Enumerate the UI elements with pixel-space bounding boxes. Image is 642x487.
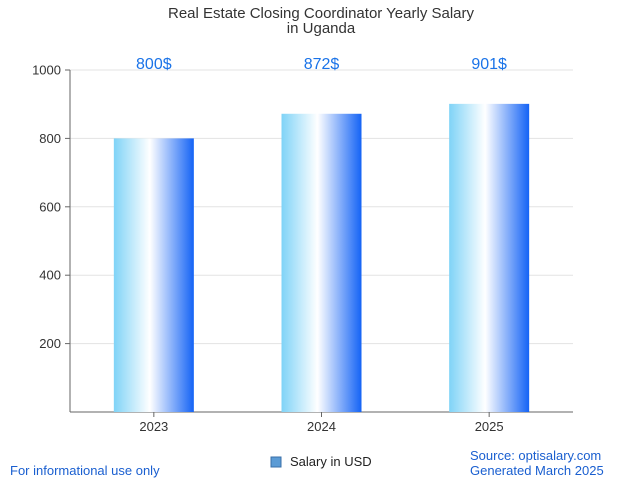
bars	[113, 103, 530, 412]
x-axis-ticks: 2023 2024 2025	[139, 412, 504, 434]
bar[interactable]	[449, 103, 530, 412]
y-tick-label: 600	[39, 199, 61, 214]
chart-title: Real Estate Closing Coordinator Yearly S…	[168, 5, 474, 22]
y-tick-label: 1000	[32, 63, 61, 78]
legend-label: Salary in USD	[290, 454, 372, 469]
bar-value-label: 800$	[136, 56, 172, 73]
footer-disclaimer: For informational use only	[10, 463, 160, 478]
bar-value-label: 901$	[471, 56, 507, 73]
legend[interactable]: Salary in USD	[270, 454, 372, 469]
footer-source[interactable]: Source: optisalary.com	[470, 448, 601, 463]
data-labels: 800$ 872$ 901$	[136, 56, 507, 73]
x-tick-label: 2023	[139, 419, 168, 434]
footer-generated: Generated March 2025	[470, 463, 604, 478]
y-tick-label: 200	[39, 336, 61, 351]
bar[interactable]	[281, 113, 362, 412]
y-axis-ticks: 200 400 600 800 1000	[32, 63, 70, 351]
legend-swatch	[270, 456, 282, 468]
bar-value-label: 872$	[304, 56, 340, 73]
x-tick-label: 2025	[475, 419, 504, 434]
x-tick-label: 2024	[307, 419, 336, 434]
y-tick-label: 800	[39, 131, 61, 146]
bar[interactable]	[113, 138, 194, 412]
y-tick-label: 400	[39, 268, 61, 283]
chart-subtitle: in Uganda	[287, 20, 356, 37]
